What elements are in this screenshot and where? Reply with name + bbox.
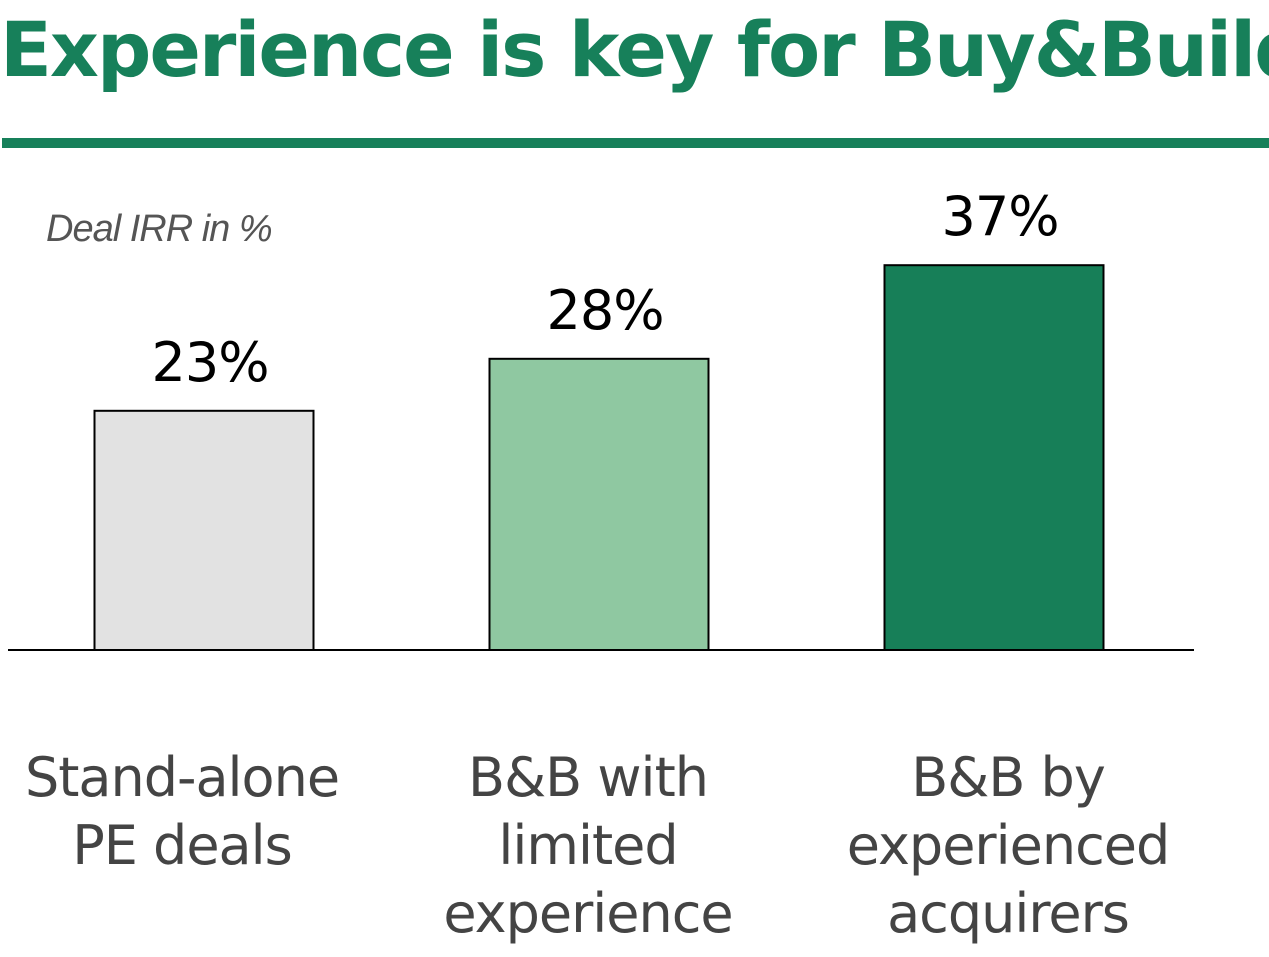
y-axis-label: Deal IRR in % <box>46 208 273 250</box>
bar-stand-alone <box>93 409 315 651</box>
category-label-bb-limited: B&B with limited experience <box>443 746 733 945</box>
title-divider <box>2 138 1269 148</box>
bar-bb-limited <box>488 357 710 651</box>
bars-group: 23% 28% 37% <box>93 185 1105 651</box>
chart-title: Experience is key for Buy&Build <box>0 5 1269 94</box>
category-label-stand-alone: Stand-alone PE deals <box>24 746 340 877</box>
category-label-bb-experienced: B&B by experienced acquirers <box>846 746 1171 945</box>
bar-bb-experienced <box>883 264 1105 651</box>
value-label-bb-limited: 28% <box>546 279 663 342</box>
value-label-bb-experienced: 37% <box>941 185 1058 248</box>
value-label-stand-alone: 23% <box>151 331 268 394</box>
